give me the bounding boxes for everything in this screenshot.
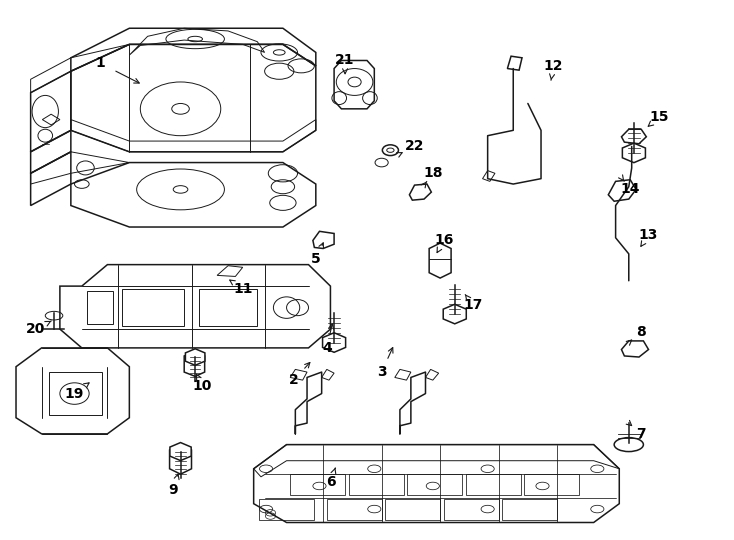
Text: 9: 9	[168, 483, 178, 497]
Bar	[259, 500, 313, 520]
Bar	[444, 500, 498, 520]
Text: 6: 6	[326, 475, 335, 489]
Text: 12: 12	[544, 59, 563, 73]
Text: 4: 4	[322, 341, 332, 355]
Bar	[524, 474, 579, 495]
Text: 5: 5	[311, 252, 321, 266]
Text: 13: 13	[639, 228, 658, 242]
Text: 8: 8	[636, 325, 646, 339]
Bar	[502, 500, 557, 520]
Text: 15: 15	[650, 110, 669, 124]
Bar	[327, 500, 382, 520]
Text: 7: 7	[636, 427, 646, 441]
Bar	[465, 474, 520, 495]
Polygon shape	[622, 143, 645, 163]
Bar	[290, 474, 345, 495]
Bar	[49, 372, 101, 415]
Bar	[407, 474, 462, 495]
Text: 2: 2	[289, 373, 299, 387]
Text: 1: 1	[95, 56, 105, 70]
Text: 14: 14	[620, 183, 640, 197]
Text: 18: 18	[423, 166, 443, 180]
Text: 21: 21	[335, 53, 355, 68]
Text: 22: 22	[404, 139, 424, 153]
Polygon shape	[186, 349, 205, 365]
Polygon shape	[443, 304, 466, 324]
Text: 16: 16	[434, 233, 454, 247]
Ellipse shape	[614, 437, 644, 451]
Bar	[87, 292, 112, 323]
Bar	[122, 289, 184, 326]
Polygon shape	[170, 443, 191, 461]
Text: 20: 20	[26, 322, 46, 336]
Text: 19: 19	[65, 387, 84, 401]
Polygon shape	[322, 333, 346, 352]
Bar	[349, 474, 404, 495]
Text: 3: 3	[377, 365, 386, 379]
Bar	[199, 289, 258, 326]
Text: 10: 10	[193, 379, 212, 393]
Text: 17: 17	[463, 298, 483, 312]
Text: 11: 11	[233, 282, 252, 296]
Bar	[385, 500, 440, 520]
